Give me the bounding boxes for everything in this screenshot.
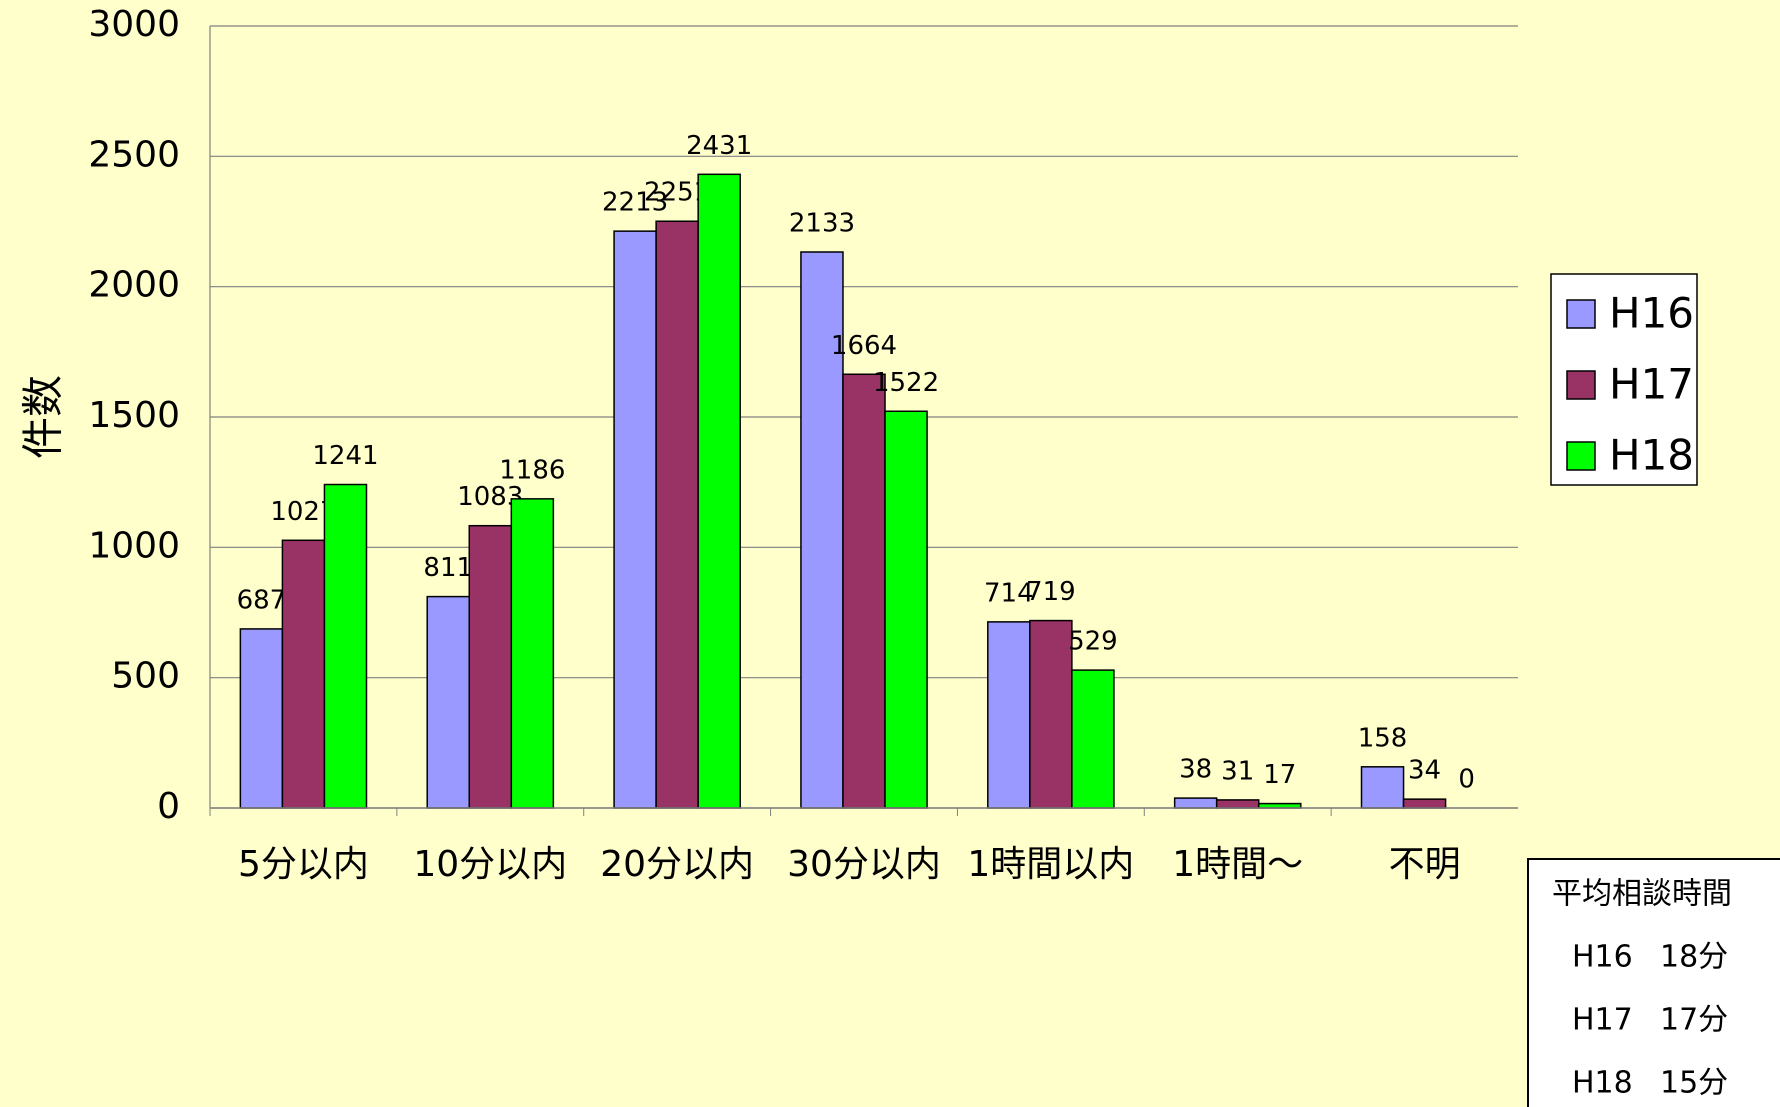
y-tick-label: 500 [111,656,180,697]
bar [1071,669,1115,809]
data-label: 719 [1026,577,1076,607]
x-tick-label: 1時間～ [1172,844,1303,885]
bar [1029,619,1073,809]
data-label: 2213 [602,188,668,218]
data-label: 2133 [789,208,855,238]
bar [426,595,471,809]
annotation-value: 15分 [1660,1066,1728,1101]
x-tick-label: 5分以内 [238,844,369,885]
y-tick-label: 3000 [88,4,180,45]
legend-swatch [1566,299,1596,329]
x-tick-label: 20分以内 [600,844,754,885]
bar [655,220,699,809]
x-tick-label: 10分以内 [413,844,567,885]
data-label: 38 [1179,755,1212,785]
annotation-title: 平均相談時間 [1552,877,1732,912]
y-tick-label: 1500 [88,395,180,436]
bar [884,410,928,809]
bar [323,483,368,809]
data-label: 714 [984,578,1034,608]
bar [239,628,284,809]
y-tick-label: 2500 [88,134,180,175]
data-label: 0 [1458,765,1475,795]
data-label: 1241 [312,441,378,471]
data-label: 811 [423,553,473,583]
data-label: 34 [1408,756,1441,786]
annotation-key: H17 [1572,1003,1633,1038]
legend-label: H18 [1609,431,1694,480]
x-tick-label: 不明 [1389,844,1461,885]
annotation-key: H18 [1572,1066,1633,1101]
y-axis-label: 件数 [19,375,68,459]
y-tick-label: 2000 [88,265,180,306]
y-tick-label: 1000 [88,525,180,566]
data-label: 1186 [499,455,565,485]
annotation-value: 18分 [1660,940,1728,975]
x-tick-label: 1時間以内 [967,844,1134,885]
bar [697,173,741,809]
data-label: 1522 [873,368,939,398]
bar [510,498,555,809]
bar [987,621,1031,809]
bar [1173,797,1218,809]
data-label: 2431 [686,131,752,161]
x-tick-label: 30分以内 [787,844,941,885]
bar [1360,766,1405,809]
data-label: 31 [1221,756,1254,786]
annotation-key: H16 [1572,940,1633,975]
data-label: 529 [1068,627,1118,657]
y-tick-label: 0 [157,786,180,827]
legend-swatch [1566,370,1596,400]
legend-swatch [1566,441,1596,471]
bar [1402,798,1447,809]
legend-label: H17 [1609,360,1694,409]
bar [613,230,657,809]
data-label: 158 [1358,723,1408,753]
bar [842,373,886,809]
bar [281,539,326,809]
data-label: 1664 [831,331,897,361]
legend-label: H16 [1609,289,1694,338]
data-label: 17 [1263,760,1296,790]
annotation-box [1527,858,1780,1107]
data-label: 687 [237,585,287,615]
annotation-value: 17分 [1660,1003,1728,1038]
bar [1215,799,1260,809]
bar [468,524,513,809]
